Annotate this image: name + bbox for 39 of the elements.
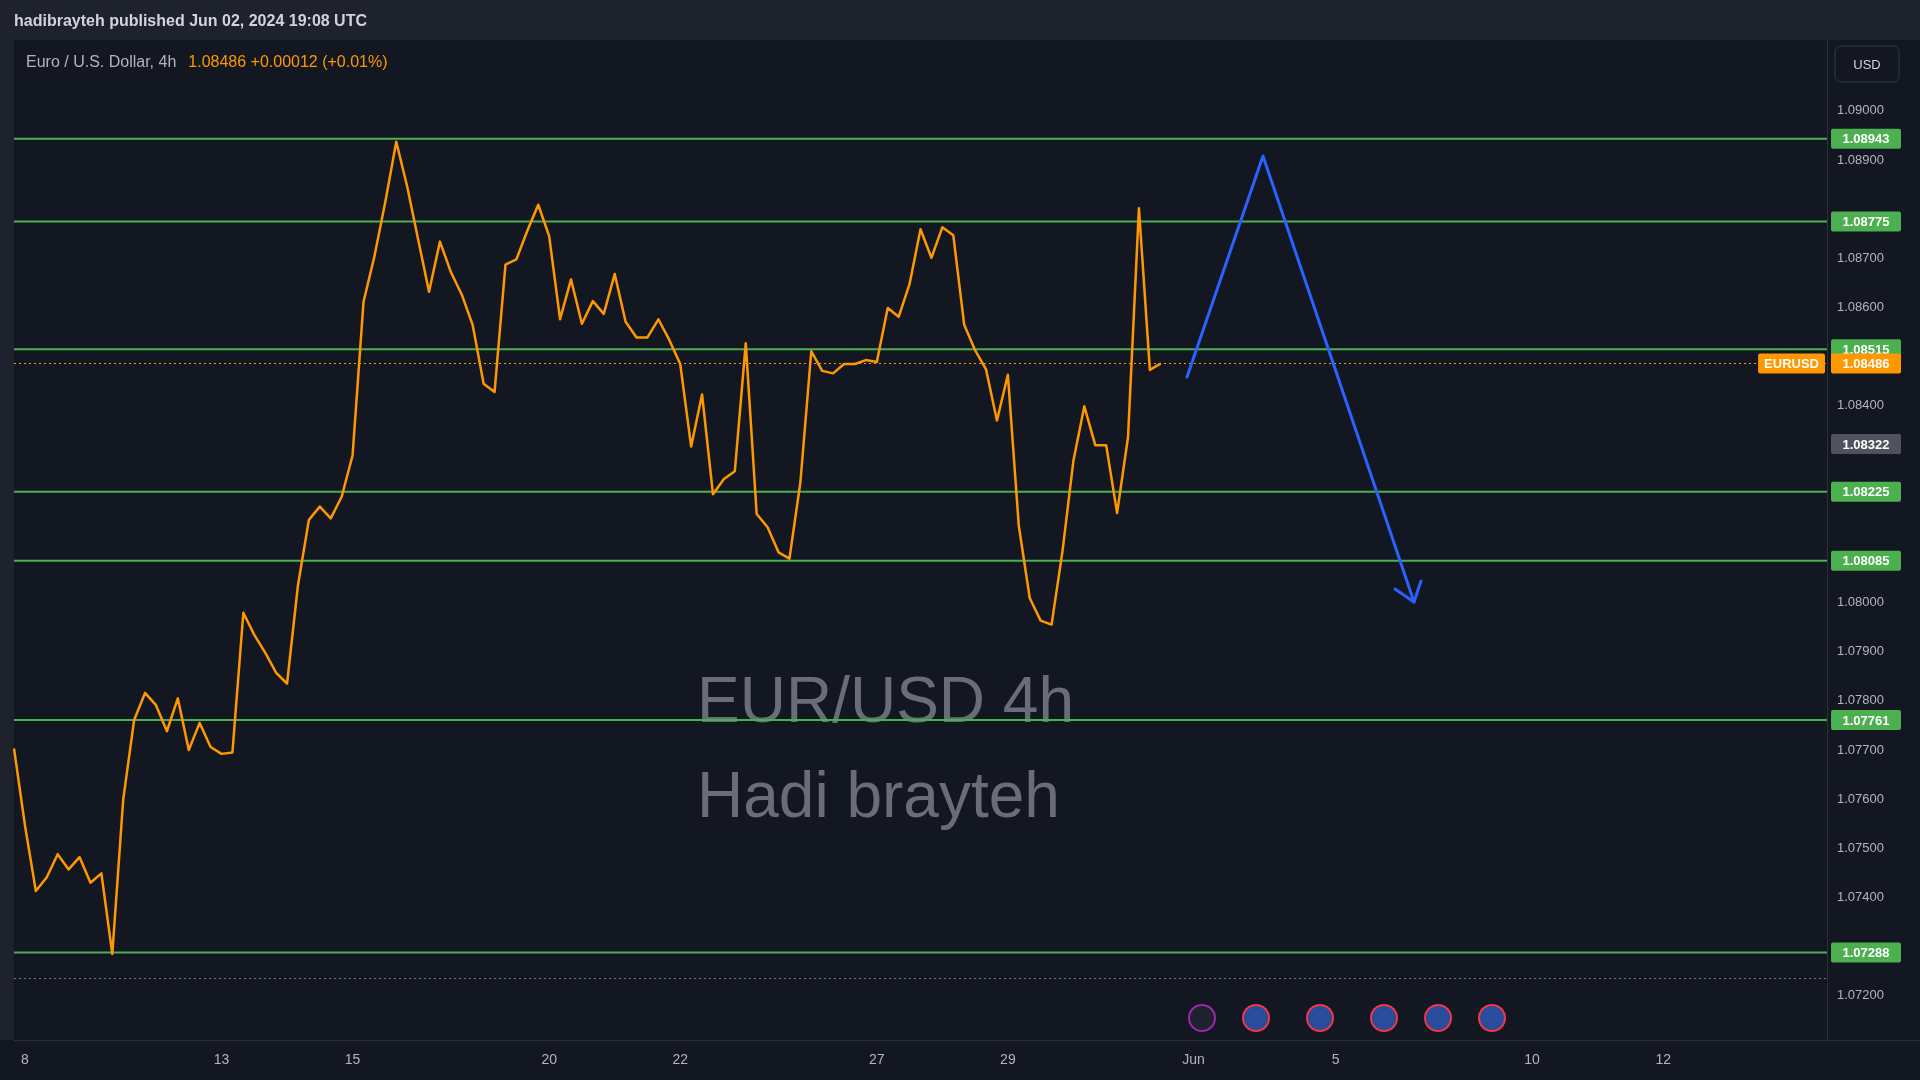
ref-line-label: 1.07761 xyxy=(1842,712,1890,728)
y-tick-label: 1.07700 xyxy=(1837,741,1884,757)
ref-line-label: 1.08775 xyxy=(1842,214,1890,230)
y-tick-label: 1.07500 xyxy=(1837,839,1884,855)
y-tick-label: 1.08900 xyxy=(1837,151,1884,167)
y-tick-label: 1.07200 xyxy=(1837,987,1884,1003)
y-tick-label: 1.08000 xyxy=(1837,594,1884,610)
ref-line-label: 1.08085 xyxy=(1842,553,1890,569)
chart-title: hadibrayteh published Jun 02, 2024 19:08 UTC xyxy=(14,12,368,30)
y-tick-label: 1.09000 xyxy=(1837,102,1884,118)
y-tick-label: 1.07800 xyxy=(1837,692,1884,708)
annotation: Hadi brayteh xyxy=(697,759,1060,831)
y-tick-label: 1.07400 xyxy=(1837,889,1884,905)
x-tick-label: 15 xyxy=(344,1051,361,1068)
y-axis-title: USD xyxy=(1853,56,1881,72)
annotation: 1.08486 +0.00012 (+0.01%) xyxy=(188,53,388,71)
text: Euro / U.S. Dollar, 4h xyxy=(26,53,177,71)
ref-line-label: 1.08225 xyxy=(1842,484,1890,500)
x-tick-label: 5 xyxy=(1331,1051,1340,1068)
y-tick-label: 1.08600 xyxy=(1837,299,1884,315)
text: 1.08486 xyxy=(1842,356,1890,372)
ref-line-label: EURUSD xyxy=(1764,356,1820,372)
x-tick-label: 27 xyxy=(869,1051,885,1068)
ref-line-label: 1.07288 xyxy=(1842,945,1890,961)
x-tick-label: 8 xyxy=(21,1051,30,1068)
y-tick-label: 1.07600 xyxy=(1837,790,1884,806)
x-tick-label: 13 xyxy=(213,1051,230,1068)
x-tick-label: 10 xyxy=(1524,1051,1541,1068)
ref-line-label: 1.08515 xyxy=(1842,341,1890,357)
ref-line-label: 1.08943 xyxy=(1842,131,1890,147)
text: 1.08322 xyxy=(1842,436,1890,452)
y-tick-label: 1.08400 xyxy=(1837,397,1884,413)
y-tick-label: 1.07900 xyxy=(1837,643,1884,659)
y-tick-label: 1.08700 xyxy=(1837,249,1884,265)
x-tick-label: Jun xyxy=(1182,1051,1205,1068)
x-tick-label: 12 xyxy=(1655,1051,1672,1068)
x-tick-label: 20 xyxy=(541,1051,558,1068)
x-tick-label: 22 xyxy=(672,1051,689,1068)
x-tick-label: 29 xyxy=(1000,1051,1016,1068)
